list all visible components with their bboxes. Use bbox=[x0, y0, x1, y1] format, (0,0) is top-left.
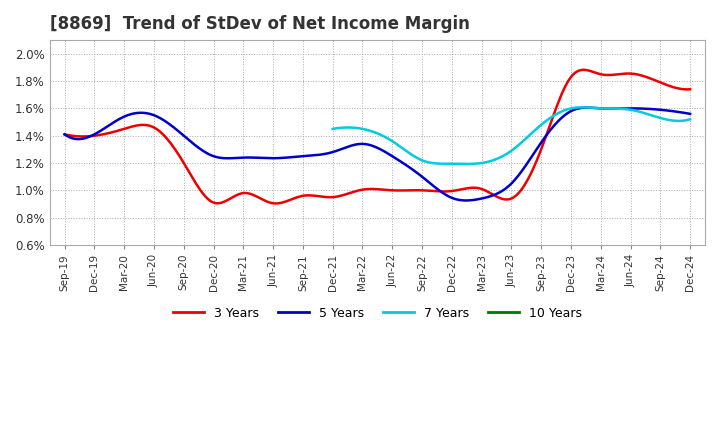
7 Years bbox=[462, 161, 471, 167]
3 Years bbox=[631, 72, 640, 77]
3 Years bbox=[685, 87, 694, 92]
3 Years bbox=[592, 70, 600, 76]
Line: 5 Years: 5 Years bbox=[65, 108, 690, 201]
Line: 7 Years: 7 Years bbox=[333, 107, 690, 164]
7 Years bbox=[578, 105, 587, 110]
3 Years bbox=[445, 189, 454, 194]
7 Years bbox=[632, 108, 641, 114]
5 Years bbox=[63, 133, 71, 139]
7 Years bbox=[549, 114, 557, 119]
5 Years bbox=[685, 111, 694, 117]
5 Years bbox=[631, 106, 640, 111]
Line: 3 Years: 3 Years bbox=[65, 70, 690, 203]
3 Years bbox=[271, 201, 280, 206]
7 Years bbox=[328, 126, 337, 132]
5 Years bbox=[443, 193, 451, 198]
7 Years bbox=[541, 119, 550, 124]
7 Years bbox=[685, 117, 694, 122]
7 Years bbox=[542, 118, 551, 123]
7 Years bbox=[330, 126, 338, 131]
5 Years bbox=[583, 105, 592, 110]
3 Years bbox=[63, 132, 71, 137]
3 Years bbox=[435, 189, 444, 194]
5 Years bbox=[60, 132, 69, 137]
5 Years bbox=[592, 106, 600, 111]
7 Years bbox=[654, 115, 663, 120]
3 Years bbox=[60, 132, 69, 137]
5 Years bbox=[462, 198, 471, 203]
5 Years bbox=[431, 184, 439, 190]
Text: [8869]  Trend of StDev of Net Income Margin: [8869] Trend of StDev of Net Income Marg… bbox=[50, 15, 469, 33]
3 Years bbox=[433, 189, 441, 194]
Legend: 3 Years, 5 Years, 7 Years, 10 Years: 3 Years, 5 Years, 7 Years, 10 Years bbox=[168, 302, 587, 325]
3 Years bbox=[579, 67, 588, 73]
5 Years bbox=[433, 186, 441, 191]
